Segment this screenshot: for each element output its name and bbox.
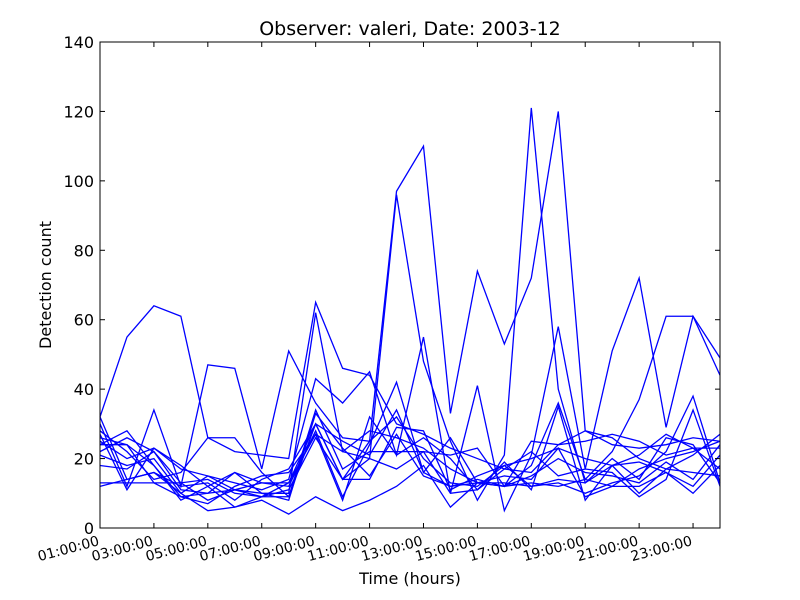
x-axis-label: Time (hours): [358, 569, 461, 588]
y-tick-label: 40: [74, 380, 94, 399]
series-group: [99, 107, 721, 515]
y-axis: 0 20 40 60 80 100 120 140: [63, 33, 720, 538]
chart-title: Observer: valeri, Date: 2003-12: [259, 18, 561, 40]
y-tick-label: 80: [74, 241, 94, 260]
series-line-7: [99, 380, 721, 499]
y-tick-label: 120: [63, 102, 94, 121]
plot-frame-border: [99, 41, 721, 529]
series-line-9: [99, 430, 721, 508]
series-line-10: [99, 440, 721, 515]
y-axis-label: Detection count: [36, 221, 55, 349]
series-line-13: [99, 394, 721, 502]
series-line-11: [99, 422, 721, 495]
y-tick-label: 20: [74, 450, 94, 469]
series-line-2: [99, 111, 721, 489]
series-line-6: [99, 408, 721, 498]
series-line-4: [99, 275, 721, 513]
series-line-14: [100, 404, 721, 502]
y-tick-label: 140: [63, 33, 94, 52]
y-tick-label: 100: [63, 172, 94, 191]
y-tick-label: 0: [84, 519, 94, 538]
series-line-5: [99, 315, 721, 498]
series-line-12: [100, 412, 721, 502]
y-tick-label: 60: [74, 311, 94, 330]
